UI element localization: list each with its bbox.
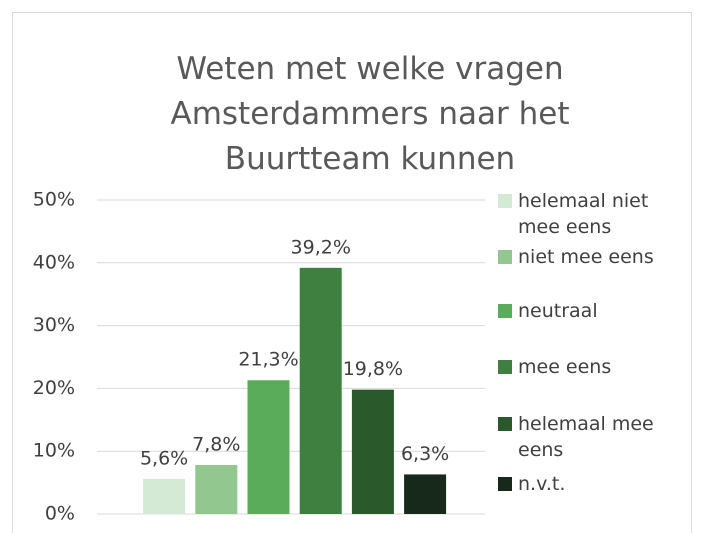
legend-entry: helemaal mee eens <box>498 411 678 463</box>
y-tick-label: 20% <box>33 377 75 399</box>
legend-entry: n.v.t. <box>498 471 678 497</box>
data-label: 5,6% <box>140 447 188 469</box>
legend-label: n.v.t. <box>518 473 566 495</box>
legend-label: helemaal mee eens <box>518 413 654 461</box>
y-tick-label: 30% <box>33 314 75 336</box>
legend-swatch <box>498 417 512 431</box>
legend-swatch <box>498 477 512 491</box>
bar <box>404 474 447 514</box>
legend-swatch <box>498 194 512 208</box>
bar <box>299 267 342 514</box>
legend-swatch <box>498 250 512 264</box>
data-label: 19,8% <box>343 358 403 380</box>
legend-label: niet mee eens <box>518 246 654 268</box>
data-label: 7,8% <box>192 434 240 456</box>
bar <box>351 389 394 514</box>
chart-border <box>12 12 692 533</box>
y-tick-label: 40% <box>33 251 75 273</box>
bar <box>143 478 186 514</box>
legend-entry: mee eens <box>498 354 678 380</box>
legend-entry: helemaal niet mee eens <box>498 188 678 240</box>
legend-swatch <box>498 360 512 374</box>
legend-label: mee eens <box>518 356 612 378</box>
y-tick-label: 0% <box>45 503 75 525</box>
legend-label: neutraal <box>518 300 598 322</box>
legend-swatch <box>498 304 512 318</box>
y-tick-label: 10% <box>33 440 75 462</box>
legend-entry: neutraal <box>498 298 678 324</box>
chart-title: Weten met welke vragen Amsterdammers naa… <box>170 51 570 177</box>
legend-label: helemaal niet mee eens <box>518 190 649 238</box>
data-label: 39,2% <box>291 236 351 258</box>
data-label: 6,3% <box>401 443 449 465</box>
bar <box>195 465 238 514</box>
y-tick-label: 50% <box>33 189 75 211</box>
legend-entry: niet mee eens <box>498 244 678 270</box>
bar <box>247 380 290 514</box>
data-label: 21,3% <box>238 349 298 371</box>
